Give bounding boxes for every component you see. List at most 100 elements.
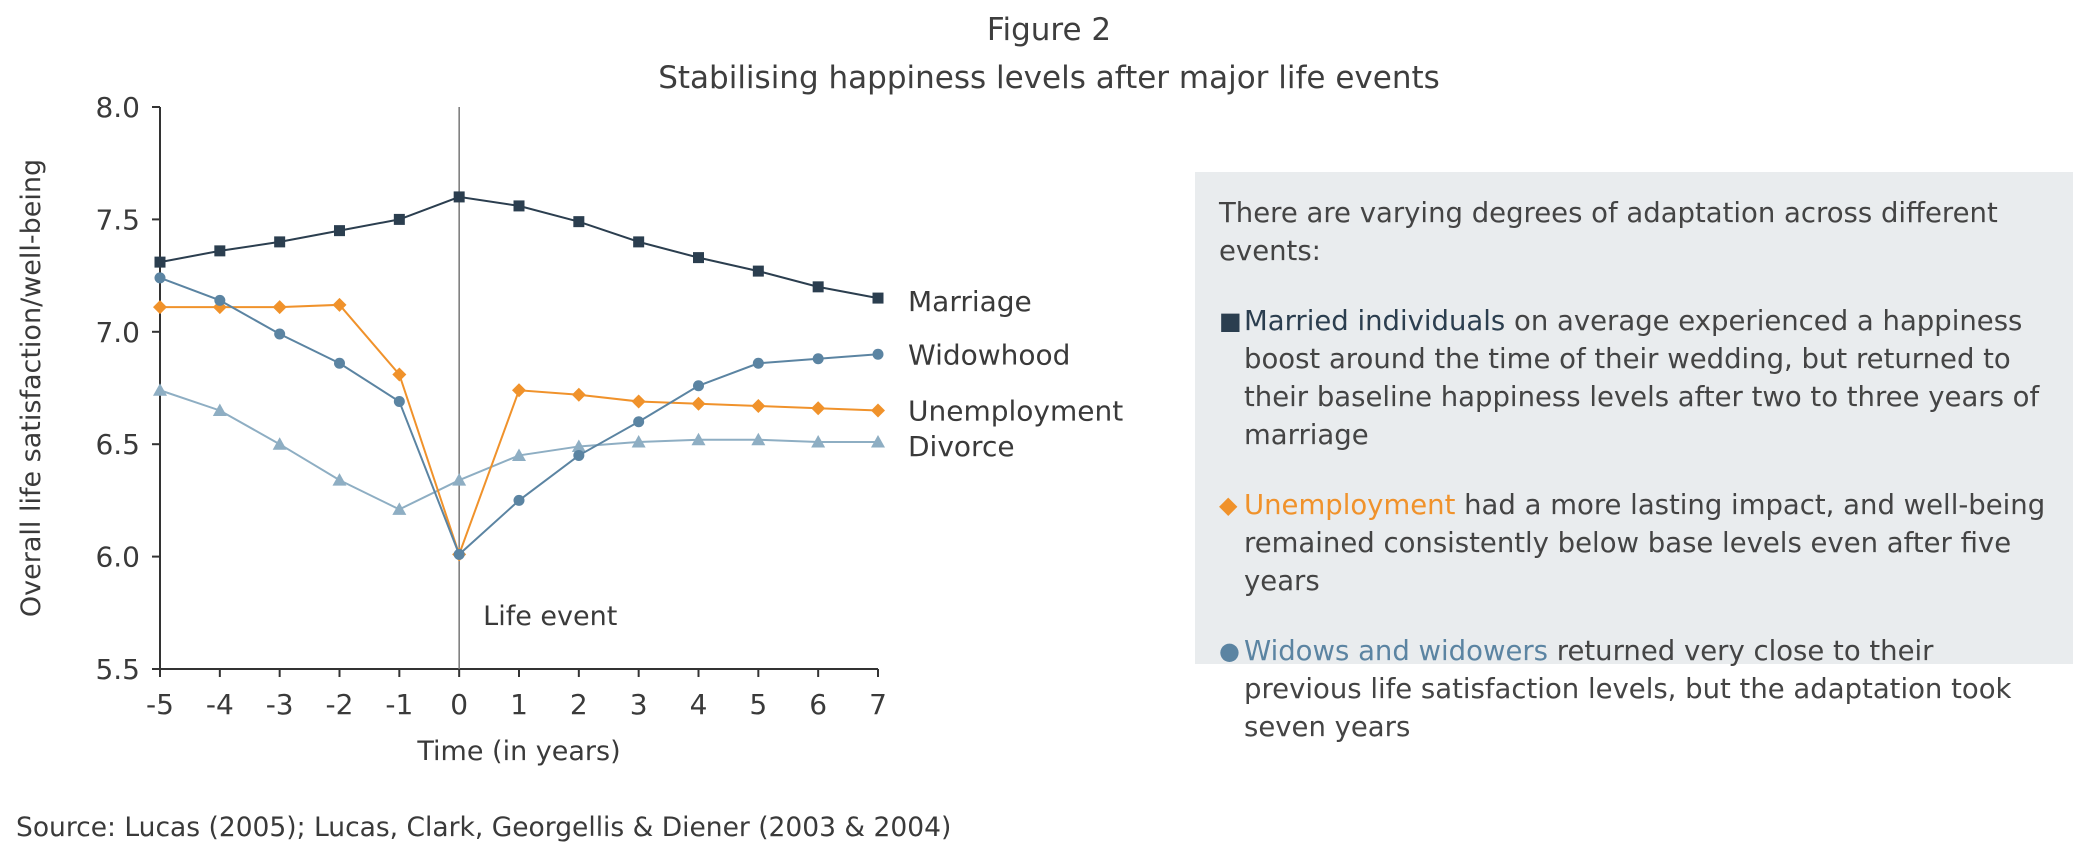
info-item-unemployment: ◆ Unemployment had a more lasting impact,… xyxy=(1219,486,2051,600)
square-marker xyxy=(513,200,525,212)
circle-marker xyxy=(693,380,704,392)
diamond-marker xyxy=(571,387,586,402)
x-tick-label: -1 xyxy=(385,688,413,721)
y-tick-label: 5.5 xyxy=(95,653,140,686)
x-tick-label: 3 xyxy=(630,688,648,721)
circle-bullet-icon: ● xyxy=(1219,637,1240,665)
y-tick-label: 7.5 xyxy=(95,203,140,236)
series-divorce xyxy=(153,383,885,515)
square-marker xyxy=(334,225,345,237)
circle-marker xyxy=(334,357,345,369)
circle-marker xyxy=(453,548,465,560)
triangle-marker xyxy=(452,473,467,486)
y-tick-label: 7.0 xyxy=(95,316,140,349)
diamond-marker xyxy=(332,297,347,312)
diamond-marker xyxy=(512,383,526,398)
chart-series xyxy=(153,191,885,562)
life-event-annotation: Life event xyxy=(483,601,617,632)
diamond-marker xyxy=(691,396,706,411)
circle-marker xyxy=(154,272,166,284)
series-label-marriage: Marriage xyxy=(908,285,1032,318)
square-marker xyxy=(453,191,465,203)
info-item-widowhood: ● Widows and widowers returned very close… xyxy=(1219,632,2051,746)
circle-marker xyxy=(872,348,884,360)
figure-label: Figure 2 xyxy=(986,12,1112,48)
diamond-marker xyxy=(871,403,885,418)
diamond-marker xyxy=(631,394,646,409)
series-widowhood xyxy=(154,272,884,560)
triangle-marker xyxy=(751,432,766,446)
y-tick-label: 6.0 xyxy=(95,541,140,574)
series-line-marriage xyxy=(159,195,879,300)
x-tick-label: -5 xyxy=(146,688,174,721)
diamond-marker xyxy=(392,367,407,382)
line-chart: 5.5 6.0 6.5 7.0 7.5 8.0 -5 -4 -3 -2 -1 0 1 2 3 4 5 6 7 Time… xyxy=(16,91,1123,767)
square-marker xyxy=(633,236,645,248)
x-tick-label: 6 xyxy=(809,688,827,721)
x-tick-label: 7 xyxy=(869,688,887,721)
series-label-divorce: Divorce xyxy=(908,430,1015,463)
info-item-marriage: ■ Married individuals on average experien… xyxy=(1219,302,2051,454)
square-marker xyxy=(693,252,704,264)
triangle-marker xyxy=(811,434,826,448)
square-marker xyxy=(573,216,585,228)
circle-marker xyxy=(573,449,585,461)
series-unemployment xyxy=(153,297,885,562)
square-bullet-icon: ■ xyxy=(1219,307,1242,335)
square-marker xyxy=(393,213,405,225)
x-tick-label: 0 xyxy=(450,688,468,721)
triangle-marker xyxy=(631,434,646,448)
square-marker xyxy=(812,281,824,293)
circle-marker xyxy=(393,395,405,407)
y-tick-label: 6.5 xyxy=(95,428,140,461)
circle-marker xyxy=(513,494,525,506)
square-marker xyxy=(274,236,286,248)
info-text-unemployment: had a more lasting impact, and well-bein… xyxy=(1244,489,2046,597)
diamond-marker xyxy=(751,398,766,413)
chart-axes: 5.5 6.0 6.5 7.0 7.5 8.0 -5 -4 -3 -2 -1 0 1 2 3 4 5 6 7 Time… xyxy=(16,91,887,767)
x-tick-label: -3 xyxy=(266,688,294,721)
x-tick-label: 4 xyxy=(690,688,708,721)
x-tick-label: -2 xyxy=(326,688,354,721)
diamond-marker xyxy=(272,300,287,315)
series-marriage xyxy=(154,191,884,304)
x-axis-title: Time (in years) xyxy=(416,736,620,767)
y-axis-title: Overall life satisfaction/well-being xyxy=(16,159,47,617)
info-highlight-widowhood: Widows and widowers xyxy=(1244,635,1549,667)
chart-title: Stabilising happiness levels after major… xyxy=(658,60,1440,96)
x-tick-label: 1 xyxy=(510,688,528,721)
triangle-marker xyxy=(272,437,287,450)
info-intro: There are varying degrees of adaptation … xyxy=(1219,197,1998,267)
y-tick-label: 8.0 xyxy=(95,91,140,124)
info-highlight-marriage: Married individuals xyxy=(1244,305,1506,337)
circle-marker xyxy=(633,416,645,428)
square-marker xyxy=(214,245,226,257)
info-highlight-unemployment: Unemployment xyxy=(1244,489,1456,521)
circle-marker xyxy=(214,294,226,306)
x-tick-label: 5 xyxy=(749,688,767,721)
series-line-widowhood xyxy=(159,276,879,557)
triangle-marker xyxy=(153,383,167,396)
source-note: Source: Lucas (2005); Lucas, Clark, Geor… xyxy=(16,812,952,843)
square-marker xyxy=(752,265,764,277)
circle-marker xyxy=(274,328,286,340)
series-label-widowhood: Widowhood xyxy=(908,338,1070,371)
circle-marker xyxy=(812,353,824,365)
series-line-unemployment xyxy=(160,303,879,558)
series-label-unemployment: Unemployment xyxy=(908,394,1123,427)
square-marker xyxy=(154,256,166,268)
info-text-marriage: on average experienced a happiness boost… xyxy=(1244,305,2040,451)
triangle-marker xyxy=(512,448,526,461)
triangle-marker xyxy=(691,432,706,446)
triangle-marker xyxy=(212,403,227,416)
x-tick-label: 2 xyxy=(570,688,588,721)
square-marker xyxy=(872,292,884,304)
circle-marker xyxy=(752,357,764,369)
diamond-marker xyxy=(153,300,167,315)
triangle-marker xyxy=(571,439,586,452)
info-text-widowhood: returned very close to their previous li… xyxy=(1244,635,2012,743)
diamond-marker xyxy=(811,401,826,416)
triangle-marker xyxy=(392,502,407,515)
triangle-marker xyxy=(332,473,347,486)
